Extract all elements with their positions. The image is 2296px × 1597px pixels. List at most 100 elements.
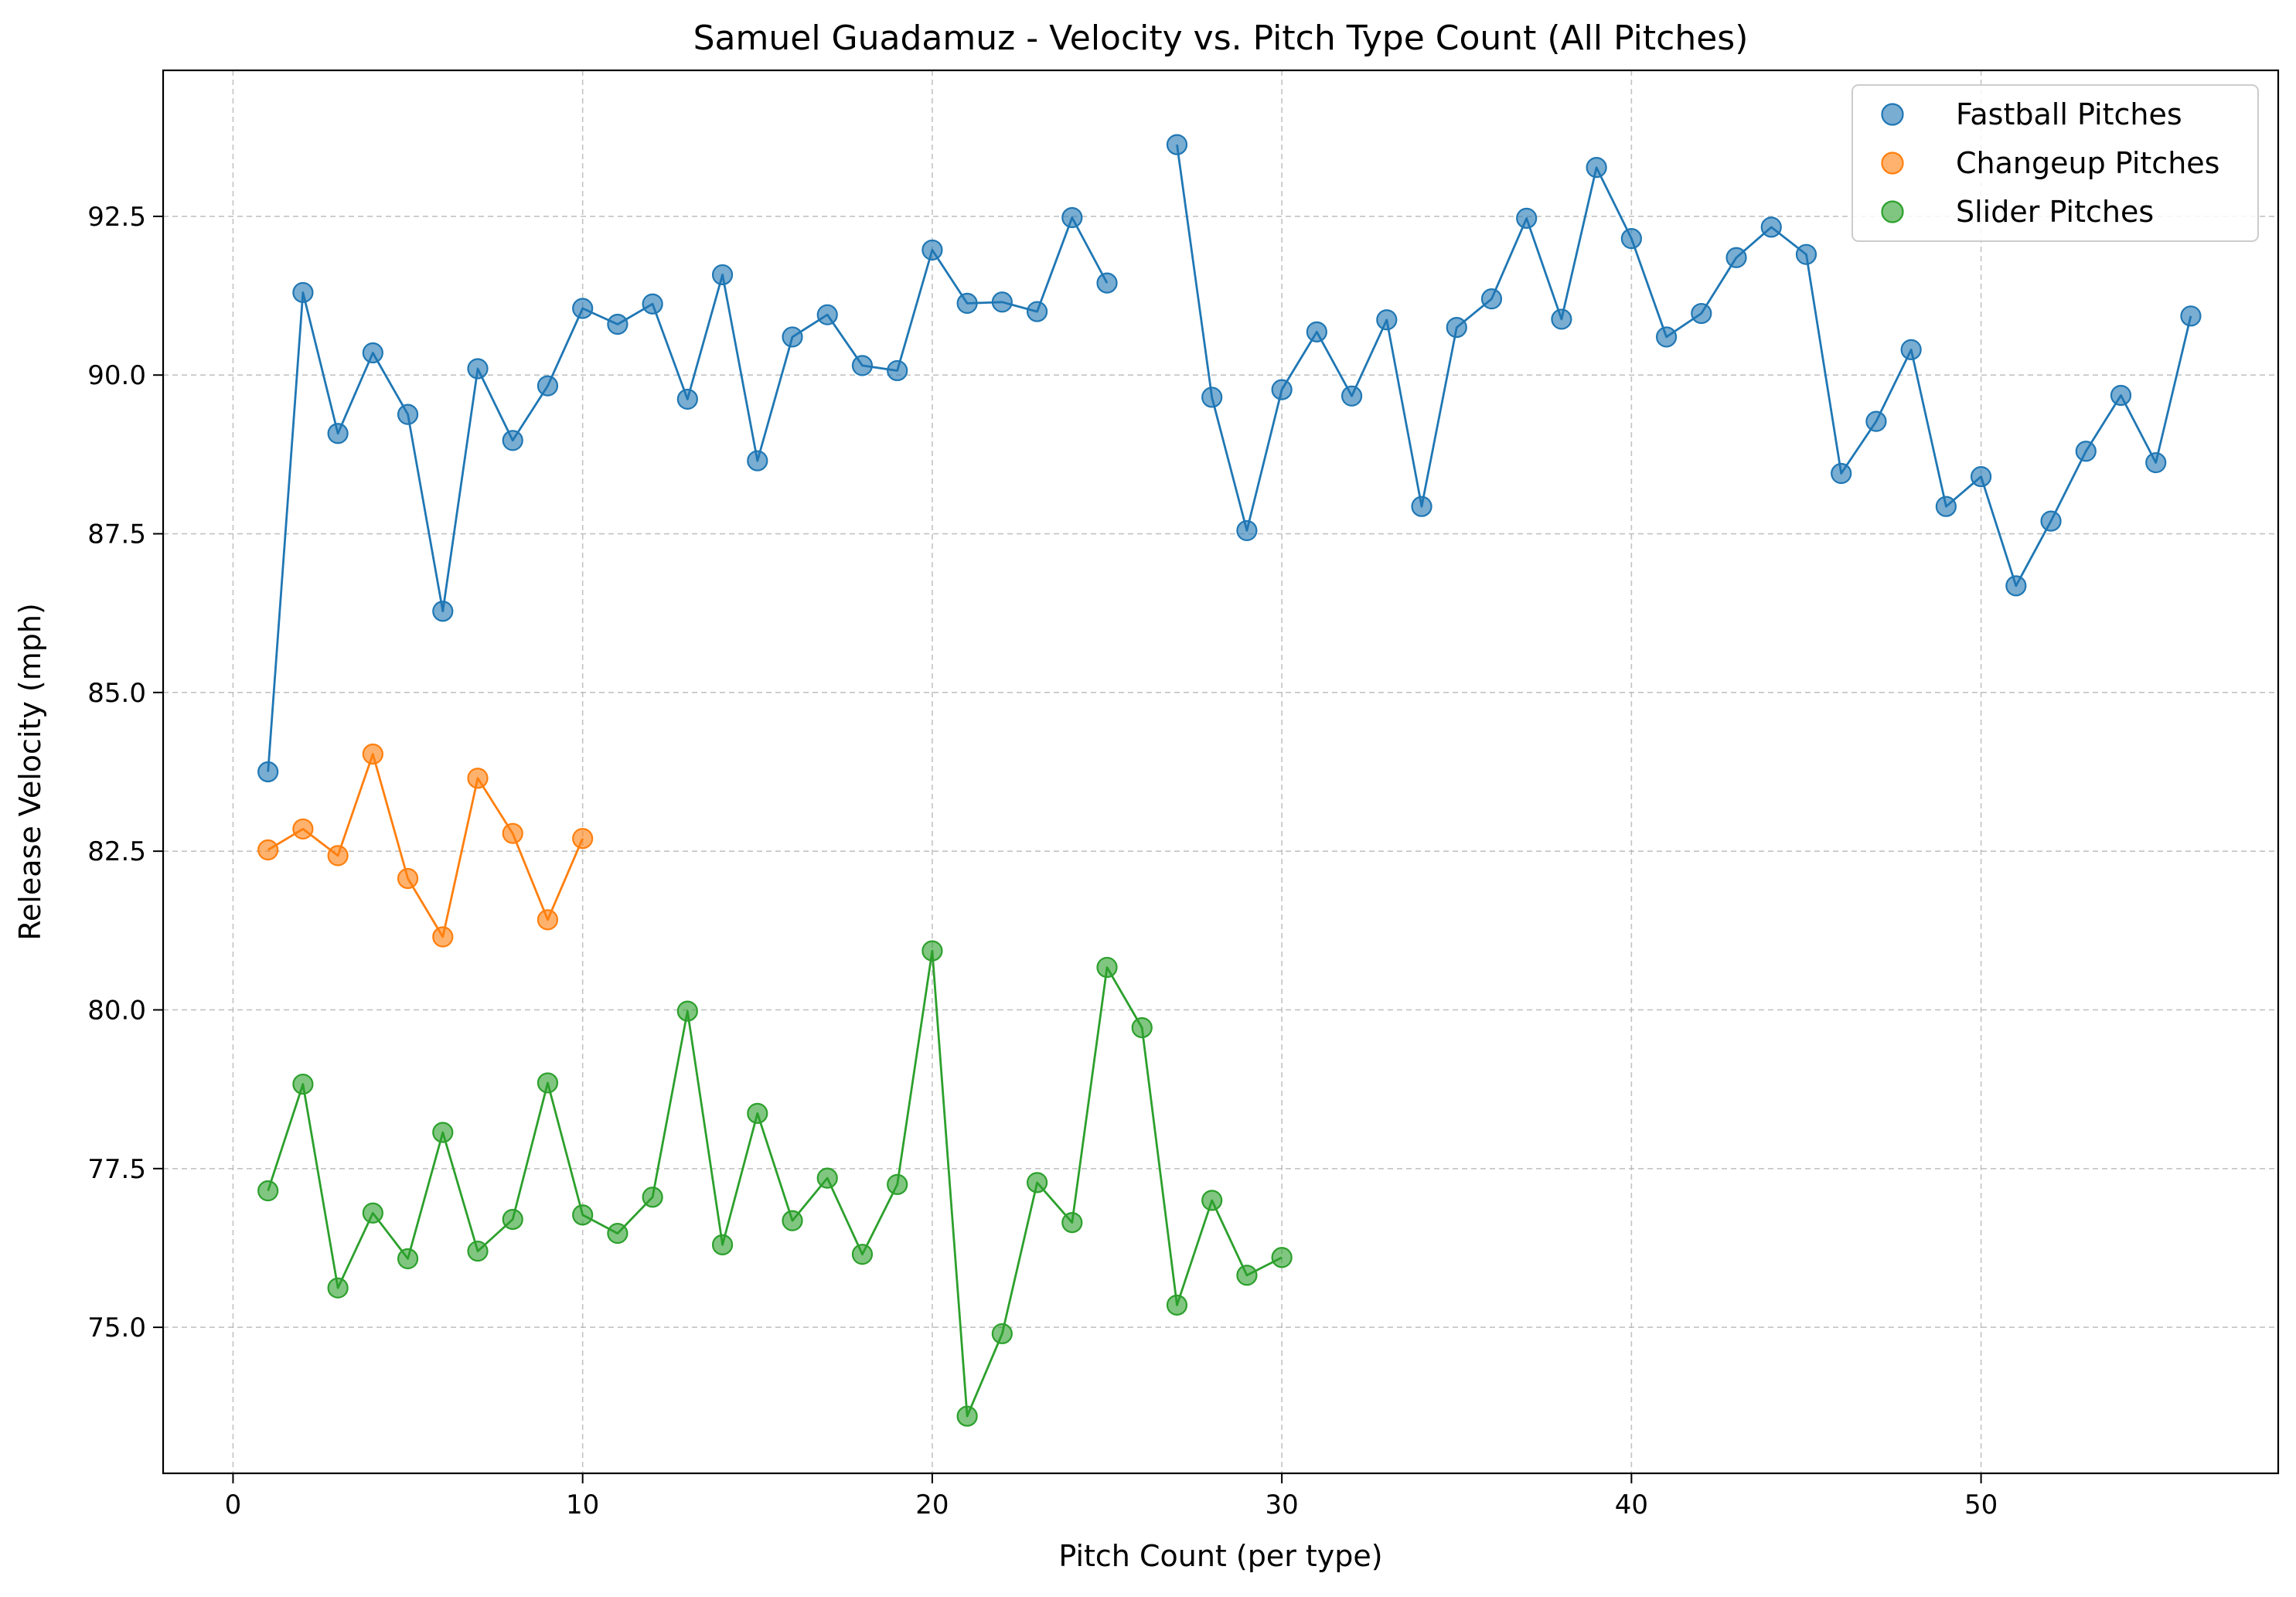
- data-point: [537, 375, 559, 397]
- data-point: [292, 1073, 314, 1095]
- data-point: [467, 1240, 489, 1262]
- data-point: [607, 1222, 629, 1245]
- x-tick-label: 40: [1615, 1490, 1648, 1520]
- data-point: [327, 1277, 349, 1299]
- data-point: [397, 867, 419, 890]
- data-point: [607, 313, 629, 335]
- data-point: [572, 1204, 594, 1226]
- data-point: [432, 926, 454, 948]
- data-point: [1271, 379, 1293, 400]
- data-point: [1236, 519, 1258, 542]
- data-point: [327, 423, 349, 444]
- data-point: [1655, 326, 1678, 348]
- data-point: [397, 404, 419, 425]
- data-point: [921, 940, 943, 962]
- data-point: [572, 828, 594, 850]
- data-point: [1935, 495, 1957, 517]
- y-tick-label: 77.5: [87, 1154, 146, 1185]
- data-point: [432, 601, 454, 622]
- x-tick-label: 10: [566, 1490, 599, 1520]
- data-point: [257, 839, 279, 861]
- data-point: [432, 1122, 454, 1143]
- x-tick-label: 30: [1266, 1490, 1299, 1520]
- data-point: [851, 355, 874, 376]
- data-point: [1725, 247, 1747, 268]
- data-point: [2145, 451, 2167, 474]
- data-point: [956, 1405, 978, 1427]
- series-line: [267, 753, 584, 938]
- data-point: [642, 293, 663, 315]
- data-point: [1131, 1016, 1153, 1039]
- data-point: [1061, 1211, 1083, 1234]
- data-point: [851, 1244, 874, 1265]
- data-point: [1620, 228, 1642, 250]
- y-tick-label: 82.5: [87, 836, 146, 867]
- data-point: [747, 1102, 768, 1124]
- data-point: [1340, 385, 1363, 407]
- data-point: [502, 822, 523, 844]
- data-point: [327, 845, 349, 867]
- legend-marker: [1881, 103, 1904, 126]
- series-0: [257, 134, 2202, 783]
- legend: Fastball Pitches Changeup Pitches Slider P…: [1851, 84, 2259, 242]
- legend-label: Slider Pitches: [1956, 195, 2154, 229]
- data-point: [676, 388, 698, 410]
- data-point: [362, 743, 383, 765]
- y-axis-title: Release Velocity (mph): [13, 603, 47, 941]
- legend-marker: [1881, 152, 1904, 175]
- legend-frame: [1851, 84, 2259, 242]
- x-axis-title: Pitch Count (per type): [1058, 1539, 1382, 1573]
- data-point: [2040, 510, 2062, 532]
- data-point: [2005, 575, 2027, 597]
- data-point: [1760, 216, 1782, 238]
- plot-frame: [162, 69, 2280, 1475]
- grid-lines: [163, 70, 2278, 1473]
- data-point: [257, 761, 279, 783]
- data-point: [887, 359, 908, 382]
- data-point: [537, 1072, 559, 1094]
- y-tick-label: 85.0: [87, 678, 146, 709]
- data-point: [502, 430, 523, 451]
- x-tick-label: 0: [225, 1490, 242, 1520]
- data-point: [1411, 495, 1432, 517]
- data-point: [1551, 308, 1572, 330]
- data-point: [257, 1180, 279, 1202]
- axes: 0 10 20 30 40 50 75.0 77.5 80.0 82.5 85.0 87.5 90.0 9…: [87, 202, 1998, 1520]
- data-point: [711, 264, 734, 286]
- series-2: [257, 940, 1293, 1427]
- data-point: [1480, 288, 1503, 310]
- series-line: [267, 949, 1283, 1418]
- legend-label: Fastball Pitches: [1956, 97, 2182, 131]
- data-point: [1166, 1294, 1188, 1316]
- data-point: [1201, 386, 1223, 408]
- data-point: [782, 326, 803, 348]
- data-point: [2075, 441, 2097, 462]
- data-point: [502, 1208, 523, 1231]
- data-point: [1691, 302, 1712, 325]
- series-1: [257, 743, 594, 948]
- data-point: [1446, 317, 1467, 339]
- data-point: [1096, 272, 1118, 294]
- data-point: [2110, 384, 2132, 407]
- legend-label: Changeup Pitches: [1956, 146, 2219, 180]
- y-tick-label: 75.0: [87, 1313, 146, 1343]
- data-point: [782, 1210, 803, 1231]
- data-point: [1586, 157, 1607, 179]
- data-point: [537, 909, 559, 931]
- data-point: [642, 1187, 663, 1208]
- data-point: [467, 768, 489, 789]
- data-point: [1026, 301, 1048, 322]
- y-tick-label: 87.5: [87, 519, 146, 550]
- data-point: [1201, 1190, 1223, 1211]
- series-line: [1176, 144, 2192, 587]
- y-tick-label: 90.0: [87, 360, 146, 391]
- data-point: [1795, 243, 1817, 265]
- data-point: [292, 281, 314, 304]
- data-point: [467, 358, 489, 380]
- data-point: [1376, 309, 1398, 331]
- data-point: [2180, 305, 2202, 327]
- data-point: [711, 1234, 734, 1255]
